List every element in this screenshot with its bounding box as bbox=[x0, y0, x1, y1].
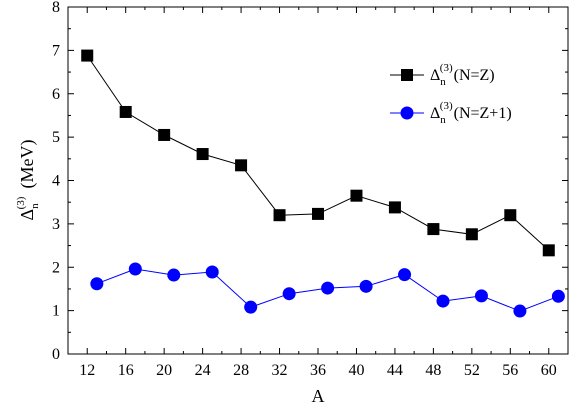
data-point bbox=[398, 268, 412, 282]
data-point bbox=[158, 128, 171, 141]
legend-marker bbox=[400, 106, 414, 120]
data-point bbox=[81, 49, 94, 62]
data-point bbox=[273, 209, 286, 222]
legend-label: Δn(3)(N=Z) bbox=[430, 62, 495, 88]
data-point bbox=[427, 223, 440, 236]
data-point bbox=[119, 105, 132, 118]
data-point bbox=[235, 159, 248, 172]
data-point bbox=[551, 289, 565, 303]
data-point bbox=[90, 277, 104, 291]
x-tick-label: 16 bbox=[118, 362, 134, 379]
y-tick-label: 3 bbox=[52, 216, 60, 233]
y-tick-label: 2 bbox=[52, 259, 60, 276]
y-tick-label: 7 bbox=[52, 42, 60, 59]
series-markers bbox=[81, 49, 565, 318]
series-lines bbox=[86, 55, 559, 312]
y-tick-label: 5 bbox=[52, 129, 60, 146]
data-point bbox=[128, 262, 142, 276]
plot-frame bbox=[67, 6, 569, 355]
data-point bbox=[321, 281, 335, 295]
x-tick-label: 32 bbox=[272, 362, 288, 379]
y-tick-label: 4 bbox=[52, 173, 60, 190]
data-point bbox=[244, 300, 258, 314]
x-tick-label: 60 bbox=[541, 362, 557, 379]
y-axis-label: Δn(3) (MeV) bbox=[15, 140, 41, 221]
x-tick-label: 52 bbox=[464, 362, 480, 379]
y-axis-label-unit: (MeV) bbox=[17, 140, 38, 189]
x-tick-label: 48 bbox=[425, 362, 441, 379]
x-tick-label: 28 bbox=[233, 362, 249, 379]
x-axis-label: A bbox=[312, 386, 325, 406]
y-axis-label-sup: (3) bbox=[15, 196, 27, 209]
data-point bbox=[196, 148, 209, 161]
data-point bbox=[465, 228, 478, 241]
legend-label: Δn(3)(N=Z+1) bbox=[430, 100, 512, 126]
y-tick-label: 8 bbox=[52, 0, 60, 16]
data-point bbox=[359, 279, 373, 293]
data-point bbox=[504, 209, 517, 222]
x-tick-label: 44 bbox=[387, 362, 403, 379]
y-axis-label-sub: n bbox=[29, 203, 41, 209]
data-point bbox=[513, 304, 527, 318]
legend: Δn(3)(N=Z) Δn(3)(N=Z+1) bbox=[390, 62, 512, 126]
x-axis: 12 16 20 24 28 32 36 40 44 48 52 56 60 bbox=[79, 7, 557, 379]
x-tick-label: 24 bbox=[195, 362, 211, 379]
x-tick-label: 40 bbox=[348, 362, 364, 379]
data-point bbox=[388, 201, 401, 214]
x-tick-label: 56 bbox=[502, 362, 518, 379]
data-point bbox=[167, 268, 181, 282]
data-point bbox=[350, 189, 363, 202]
data-point bbox=[474, 289, 488, 303]
y-axis: 0 1 2 3 4 5 6 7 8 bbox=[52, 0, 568, 363]
data-point bbox=[436, 294, 450, 308]
data-point bbox=[282, 287, 296, 301]
legend-marker bbox=[401, 69, 413, 81]
data-point bbox=[542, 244, 555, 257]
y-tick-label: 6 bbox=[52, 86, 60, 103]
x-tick-label: 12 bbox=[79, 362, 95, 379]
y-axis-label-symbol: Δ bbox=[17, 209, 37, 221]
data-point bbox=[205, 265, 219, 279]
series-line-1 bbox=[86, 55, 550, 251]
data-point bbox=[312, 207, 324, 220]
svg-text:Δn(3)(MeV): Δn(3) (MeV) bbox=[15, 140, 41, 221]
y-tick-label: 0 bbox=[52, 346, 60, 363]
x-tick-label: 20 bbox=[156, 362, 172, 379]
y-tick-label: 1 bbox=[52, 303, 60, 320]
x-tick-label: 36 bbox=[310, 362, 326, 379]
